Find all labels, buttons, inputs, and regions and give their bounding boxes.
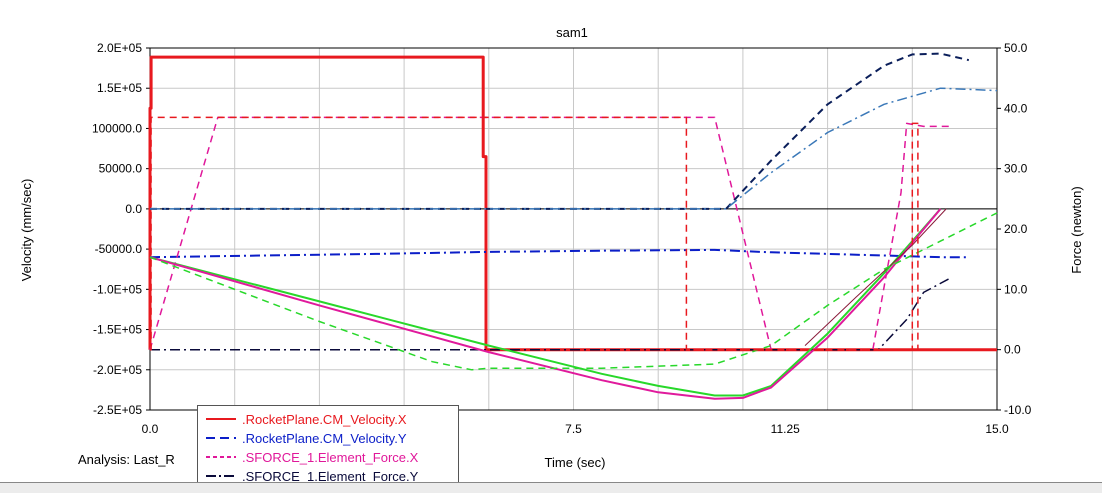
y-left-axis-label: Velocity (mm/sec) <box>19 179 34 282</box>
y-right-tick-label: 0.0 <box>1004 343 1021 357</box>
y-left-tick-label: 50000.0 <box>99 162 143 176</box>
legend-label: .RocketPlane.CM_Velocity.Y <box>242 430 407 446</box>
series-line <box>150 116 919 351</box>
series-line <box>804 208 947 346</box>
legend-item: .SFORCE_1.Element_Force.X <box>204 448 418 466</box>
series-line <box>149 248 969 259</box>
bottom-bar <box>0 482 1102 493</box>
y-left-tick-label: 100000.0 <box>92 121 142 135</box>
y-left-tick-label: -1.5E+05 <box>93 323 142 337</box>
y-left-tick-label: -50000.0 <box>95 242 143 256</box>
legend-swatch <box>206 456 236 458</box>
y-right-tick-label: 50.0 <box>1004 41 1028 55</box>
series-line <box>149 208 942 400</box>
y-right-tick-label: 40.0 <box>1004 101 1028 115</box>
y-left-tick-label: -2.5E+05 <box>93 403 142 417</box>
legend-label: .SFORCE_1.Element_Force.Y <box>242 468 419 484</box>
chart-title: sam1 <box>556 25 588 40</box>
grid <box>150 47 997 411</box>
legend: .RocketPlane.CM_Velocity.X .RocketPlane.C… <box>197 405 459 487</box>
analysis-label: Analysis: Last_R <box>78 452 175 467</box>
y-left-tick-label: 0.0 <box>125 202 142 216</box>
y-right-tick-label: -10.0 <box>1004 403 1032 417</box>
y-left-tick-label: -2.0E+05 <box>93 363 142 377</box>
series-line <box>150 52 970 210</box>
legend-item: .RocketPlane.CM_Velocity.X <box>204 410 407 428</box>
x-tick-label: 15.0 <box>985 422 1009 436</box>
y-right-tick-label: 10.0 <box>1004 282 1028 296</box>
legend-label: .RocketPlane.CM_Velocity.X <box>242 411 407 427</box>
y-right-tick-label: 30.0 <box>1004 162 1028 176</box>
legend-label: .SFORCE_1.Element_Force.X <box>242 449 419 465</box>
y-right-axis-label: Force (newton) <box>1069 186 1084 273</box>
series-line <box>149 212 998 371</box>
y-left-tick-label: 1.5E+05 <box>97 81 142 95</box>
y-left-tick-label: -1.0E+05 <box>93 282 142 296</box>
tick-labels: 2.0E+05 1.5E+05 100000.0 50000.0 0.0 -50000.0… <box>92 41 1032 436</box>
legend-item: .SFORCE_1.Element_Force.Y <box>204 467 418 485</box>
x-tick-label: 11.25 <box>771 422 800 436</box>
legend-swatch <box>206 437 236 439</box>
y-left-tick-label: 2.0E+05 <box>97 41 142 55</box>
x-axis-label: Time (sec) <box>545 455 606 470</box>
series-layer <box>148 52 998 400</box>
y-right-tick-label: 20.0 <box>1004 222 1028 236</box>
x-tick-label: 0.0 <box>142 422 159 436</box>
series-line <box>149 116 952 351</box>
series-line <box>149 208 942 397</box>
series-line <box>148 55 997 352</box>
legend-swatch <box>206 475 236 477</box>
x-tick-label: 7.5 <box>565 422 582 436</box>
legend-swatch <box>206 418 236 420</box>
legend-item: .RocketPlane.CM_Velocity.Y <box>204 429 407 447</box>
series-line <box>150 87 998 210</box>
